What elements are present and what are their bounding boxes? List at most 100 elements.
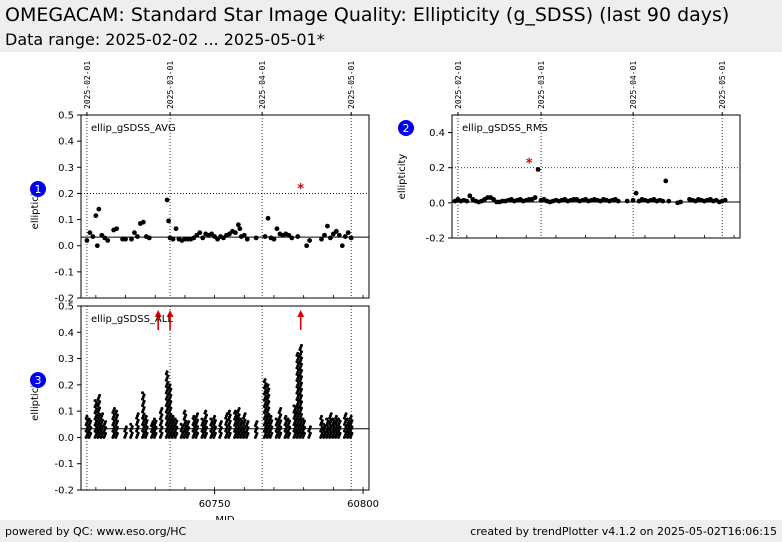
data-point [234, 413, 238, 417]
y-tick-label: -0.2 [54, 294, 74, 305]
data-point [663, 178, 669, 184]
data-point [98, 393, 102, 397]
y-tick-label: -0.1 [54, 267, 74, 278]
data-column [307, 425, 312, 439]
data-point [319, 414, 323, 418]
data-point [115, 425, 119, 429]
data-point [136, 412, 140, 416]
chart-panel-2: 2025-02-01 2025-03-01 2025-04-01 2025-05-01… [397, 61, 741, 245]
data-point [136, 418, 140, 422]
data-point [267, 393, 271, 397]
data-point [160, 425, 164, 429]
data-point [243, 412, 247, 416]
data-point [166, 218, 171, 224]
footer-powered-by: powered by QC: www.eso.org/HC [5, 525, 187, 538]
data-point [205, 431, 209, 435]
y-axis-label: ellipticity [30, 375, 41, 421]
panel-frame [80, 305, 370, 491]
data-point [320, 431, 324, 435]
data-point [204, 409, 208, 413]
data-point [660, 198, 666, 204]
data-column [144, 414, 149, 439]
y-tick-label: 0.3 [58, 354, 74, 365]
data-point [205, 419, 209, 423]
chart-panel-1: 2025-02-01 2025-03-01 2025-04-01 2025-05-01… [30, 61, 370, 305]
data-point [279, 431, 283, 435]
data-column [164, 370, 170, 439]
data-point [288, 419, 292, 423]
data-point [93, 213, 99, 219]
data-point [175, 419, 179, 423]
data-column [87, 417, 93, 439]
data-point [145, 431, 149, 435]
data-point [334, 414, 338, 418]
data-point [300, 381, 304, 385]
data-point [154, 425, 158, 429]
data-point [300, 406, 304, 410]
data-point [210, 425, 214, 429]
data-point [300, 394, 304, 398]
data-point [124, 431, 128, 435]
data-point [255, 420, 259, 424]
data-column [194, 412, 200, 439]
data-point [274, 417, 278, 421]
data-point [274, 226, 280, 232]
data-point [184, 419, 188, 423]
data-column [212, 414, 217, 439]
data-point [85, 414, 89, 418]
data-point [154, 431, 158, 435]
data-point [270, 431, 274, 435]
data-point [345, 417, 349, 421]
data-column [331, 417, 336, 439]
data-point [342, 234, 348, 239]
data-point [264, 400, 268, 404]
data-point [234, 425, 238, 429]
data-point [95, 425, 99, 429]
data-column [348, 414, 354, 439]
data-point [288, 431, 292, 435]
data-column [244, 420, 250, 439]
data-point [175, 431, 179, 435]
data-point [350, 431, 354, 435]
data-point [105, 238, 111, 243]
data-point [276, 419, 280, 423]
data-column [102, 420, 108, 439]
off-scale-arrow-head [297, 310, 305, 317]
data-point [173, 417, 177, 421]
off-scale-arrow [297, 310, 305, 330]
data-point [135, 234, 140, 239]
data-point [332, 419, 336, 423]
data-point [219, 420, 223, 424]
data-point [325, 223, 330, 229]
data-point [197, 230, 203, 236]
data-point [98, 406, 102, 410]
data-point [269, 414, 273, 418]
data-point [123, 236, 128, 242]
data-point [270, 425, 274, 429]
data-point [98, 400, 102, 404]
data-point [168, 383, 172, 387]
data-point [160, 413, 164, 417]
data-point [304, 243, 310, 249]
data-point [265, 215, 271, 221]
data-point [169, 393, 173, 397]
data-point [96, 206, 102, 212]
data-point [264, 431, 268, 435]
data-point [196, 431, 200, 435]
data-point [142, 412, 146, 416]
data-point [296, 351, 300, 355]
data-point [87, 417, 91, 421]
data-point [169, 406, 173, 410]
data-point [333, 228, 339, 234]
data-point [95, 413, 99, 417]
data-range-subtitle: Data range: 2025-02-02 ... 2025-05-01* [5, 30, 325, 49]
data-point [232, 230, 238, 236]
data-point [89, 431, 93, 435]
data-column [298, 343, 304, 439]
outlier-marker: * [526, 156, 533, 171]
data-point [175, 425, 179, 429]
data-point [166, 380, 170, 384]
y-axis-label: ellipticity [397, 154, 408, 200]
date-tick-label: 2025-04-01 [629, 61, 638, 109]
data-point [344, 412, 348, 416]
